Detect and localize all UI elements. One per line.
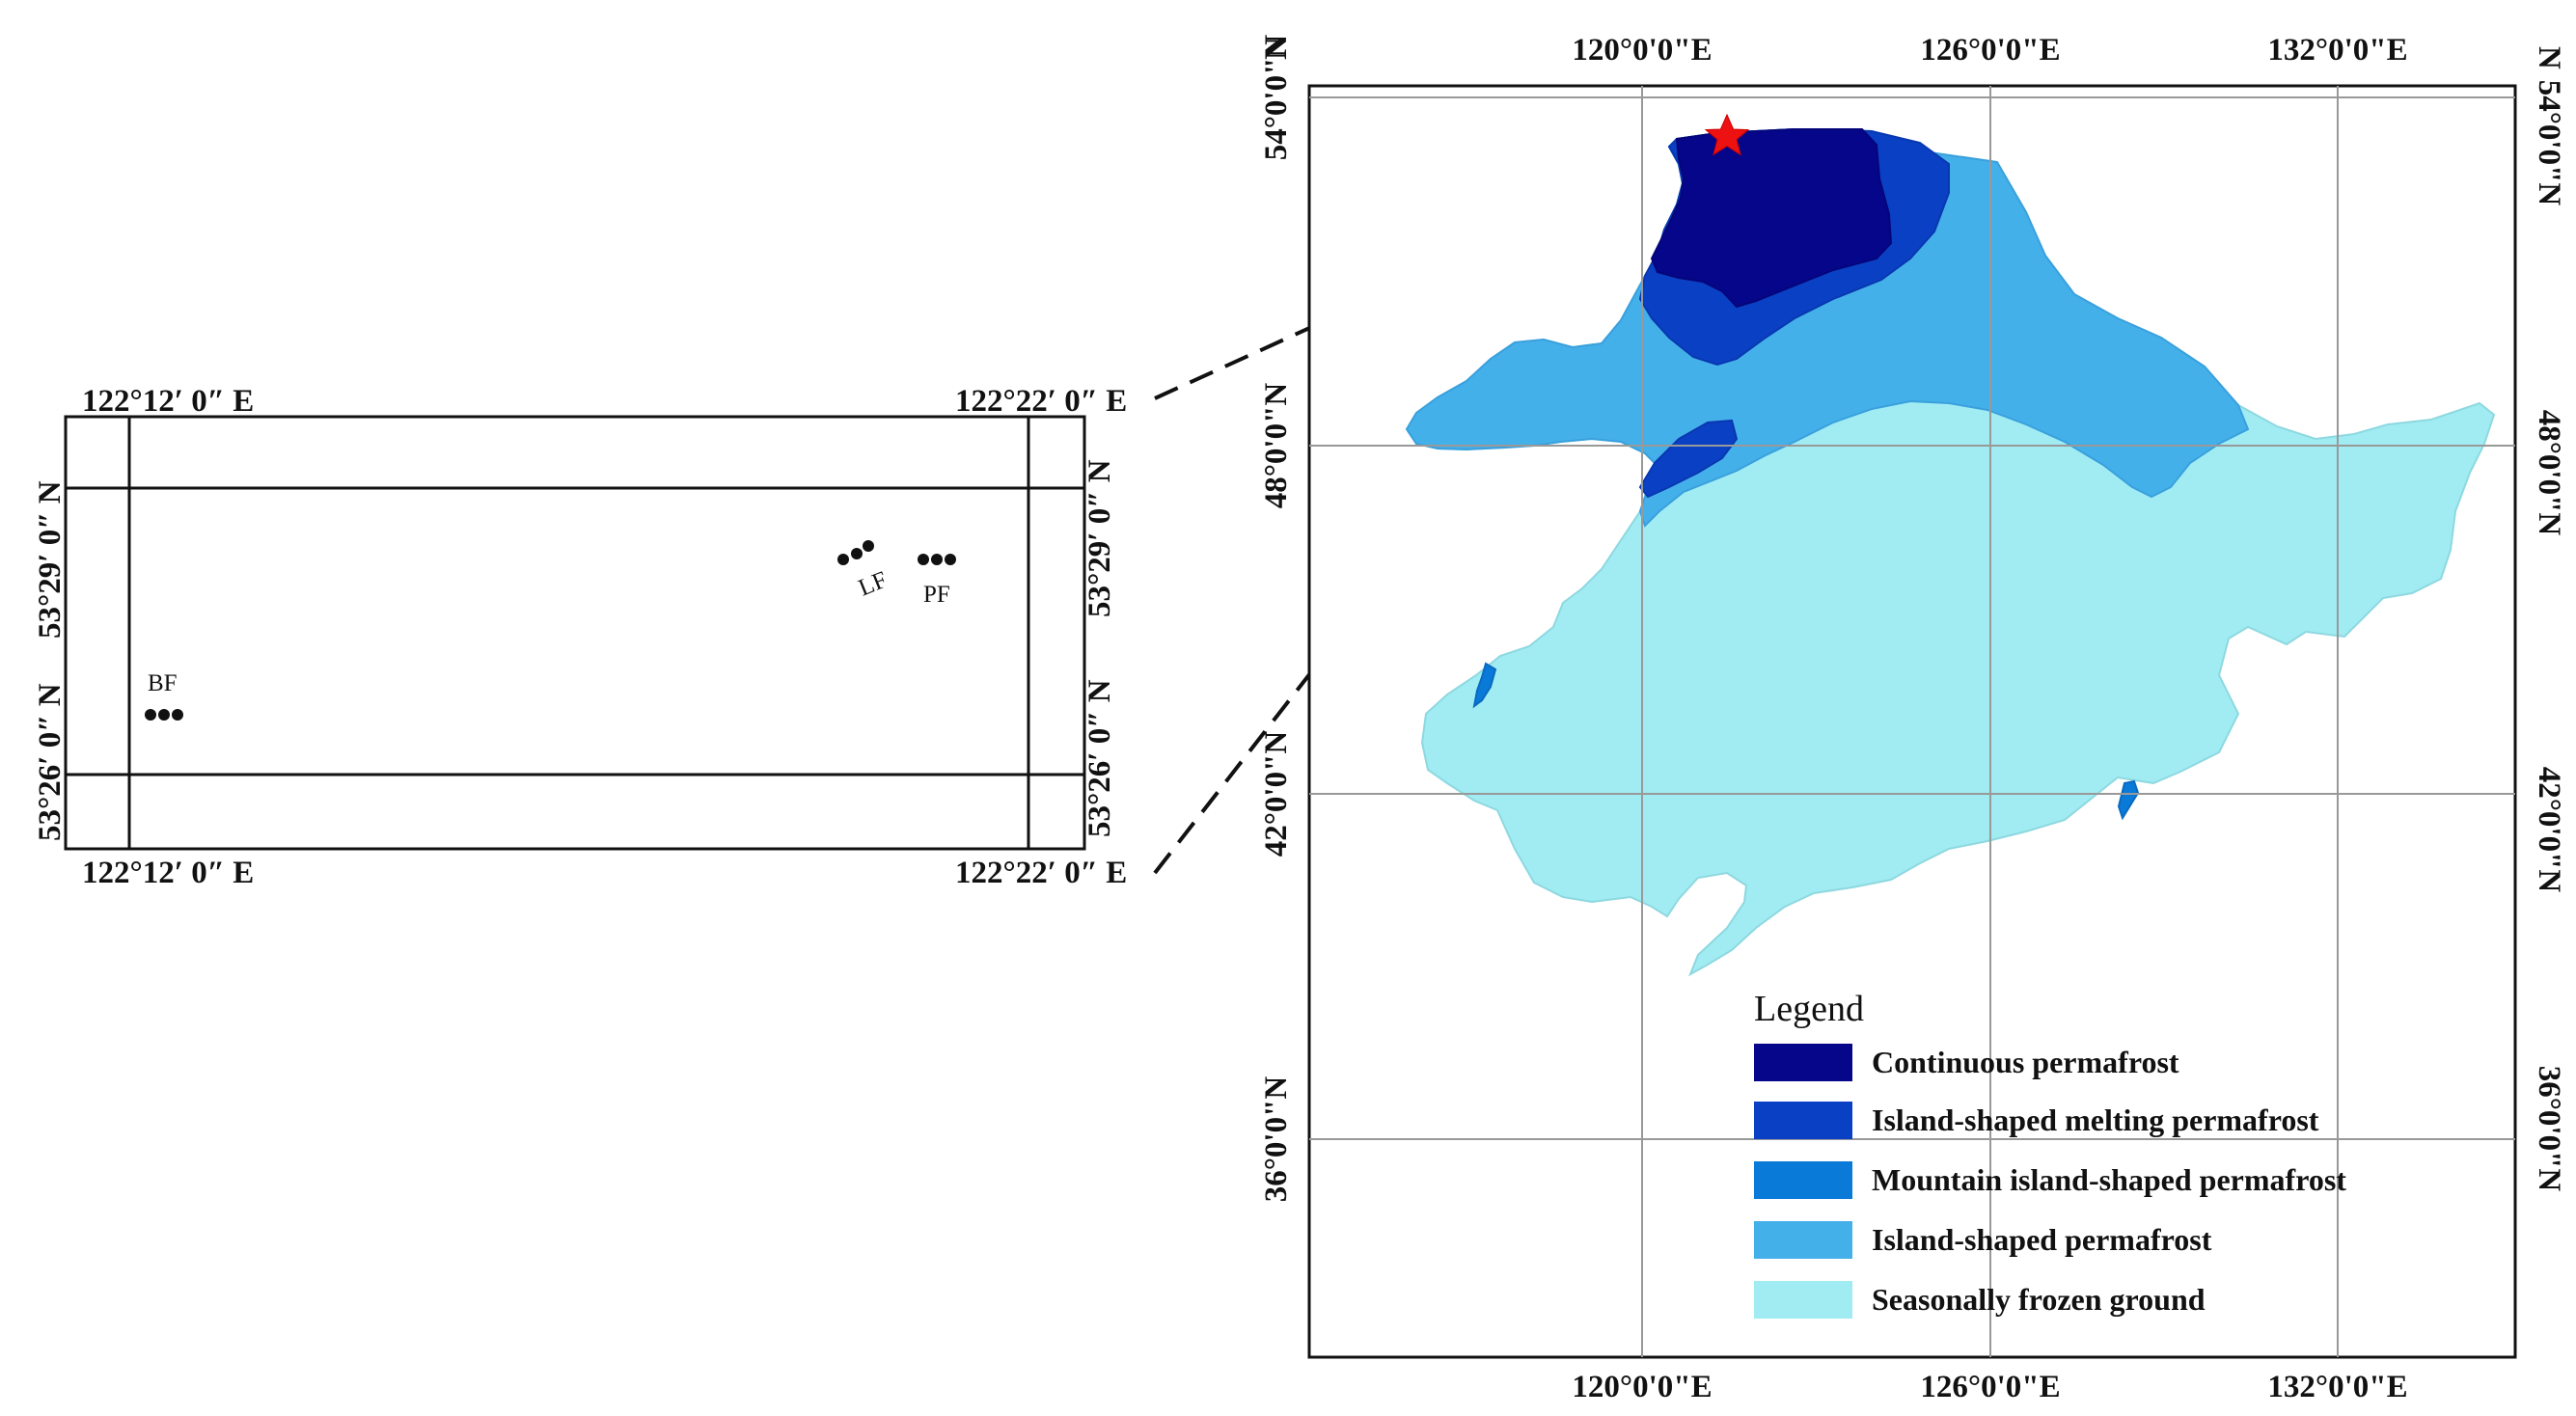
right-lat-label-54: 54°0'0"N — [2532, 80, 2566, 206]
site-bf-dot — [145, 709, 156, 721]
site-pf-label: PF — [923, 582, 950, 608]
inset-top-left-lon: 122°12′ 0″ E — [82, 384, 254, 419]
inset-bottom-left-lon: 122°12′ 0″ E — [82, 856, 254, 890]
top-lon-label-126: 126°0'0"E — [1920, 33, 2060, 68]
site-bf: BF — [145, 670, 183, 721]
bottom-lon-label-126: 126°0'0"E — [1920, 1370, 2060, 1404]
site-bf-dot — [158, 709, 170, 721]
region-island-melting-permafrost-patch — [1638, 419, 1739, 499]
top-lon-label-132: 132°0'0"E — [2267, 33, 2407, 68]
legend-label-seasonally-frozen: Seasonally frozen ground — [1872, 1282, 2206, 1317]
star-icon — [1704, 113, 1750, 156]
legend: Legend Continuous permafrost Island-shap… — [1754, 989, 2346, 1319]
legend-label-island-shaped: Island-shaped permafrost — [1872, 1222, 2212, 1257]
legend-swatch-continuous — [1754, 1044, 1852, 1081]
site-bf-dot — [172, 709, 183, 721]
right-lat-label-48: 48°0'0"N — [2532, 410, 2566, 536]
legend-title: Legend — [1754, 989, 1864, 1029]
region-mountain-island-permafrost — [2117, 779, 2140, 821]
site-pf-dot — [918, 554, 929, 565]
inset-map: 122°12′ 0″ E 122°22′ 0″ E 122°12′ 0″ E 1… — [33, 384, 1127, 890]
bottom-lon-label-132: 132°0'0"E — [2267, 1370, 2407, 1404]
site-lf-dot — [851, 548, 863, 559]
site-lf-dot — [837, 554, 849, 565]
legend-swatch-mountain-island — [1754, 1161, 1852, 1199]
corner-label-left: N — [1259, 37, 1294, 60]
inset-left-upper-lat: 53°29′ 0″ N — [33, 480, 68, 639]
site-pf: PF — [918, 554, 956, 608]
bottom-lon-label-120: 120°0'0"E — [1572, 1370, 1712, 1404]
corner-label-right: N — [2532, 46, 2566, 69]
site-lf-dot — [863, 540, 874, 552]
inset-right-lower-lat: 53°26′ 0″ N — [1082, 679, 1117, 837]
legend-label-island-melting: Island-shaped melting permafrost — [1872, 1103, 2319, 1137]
left-lat-label-42: 42°0'0"N — [1259, 731, 1294, 858]
graticule — [1309, 86, 2515, 1357]
legend-label-mountain-island: Mountain island-shaped permafrost — [1872, 1162, 2346, 1197]
region-island-shaped-permafrost — [1405, 127, 2250, 528]
legend-label-continuous: Continuous permafrost — [1872, 1045, 2179, 1079]
region-mountain-island-permafrost — [1472, 662, 1497, 709]
legend-swatch-island-shaped — [1754, 1221, 1852, 1259]
inset-left-lower-lat: 53°26′ 0″ N — [33, 683, 68, 841]
right-lat-label-42: 42°0'0"N — [2532, 767, 2566, 893]
site-lf: LF — [837, 540, 891, 602]
left-lat-label-36: 36°0'0"N — [1259, 1076, 1294, 1203]
inset-frame — [64, 415, 1086, 851]
right-lat-label-36: 36°0'0"N — [2532, 1066, 2566, 1192]
left-lat-label-54: 54°0'0"N — [1259, 35, 1294, 161]
site-pf-dot — [945, 554, 956, 565]
legend-swatch-seasonally-frozen — [1754, 1281, 1852, 1319]
inset-right-upper-lat: 53°29′ 0″ N — [1082, 459, 1117, 617]
region-continuous-permafrost — [1650, 128, 1893, 309]
left-lat-label-48: 48°0'0"N — [1259, 383, 1294, 509]
main-map: 120°0'0"E 126°0'0"E 132°0'0"E 120°0'0"E … — [1259, 33, 2566, 1404]
inset-bottom-right-lon: 122°22′ 0″ E — [955, 856, 1127, 890]
site-pf-dot — [931, 554, 943, 565]
site-bf-label: BF — [148, 670, 178, 696]
top-lon-label-120: 120°0'0"E — [1572, 33, 1712, 68]
inset-top-right-lon: 122°22′ 0″ E — [955, 384, 1127, 419]
legend-swatch-island-melting — [1754, 1102, 1852, 1139]
